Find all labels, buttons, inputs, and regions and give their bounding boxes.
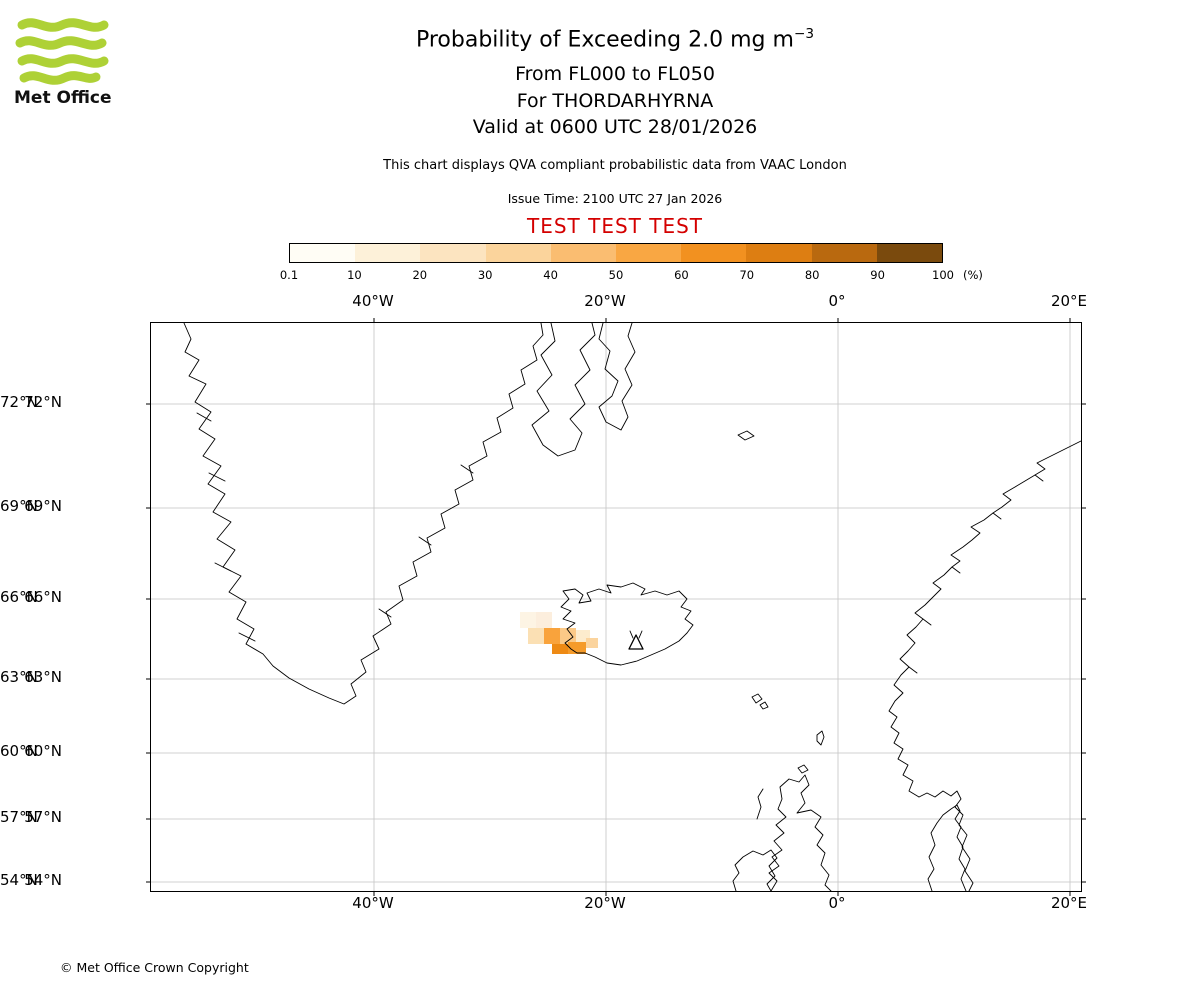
colorbar-tick-label: 0.1	[279, 268, 299, 282]
issue-time: Issue Time: 2100 UTC 27 Jan 2026	[507, 191, 723, 206]
colorbar-tick-label: 90	[870, 268, 885, 282]
latitude-label-left: 57°N	[24, 808, 62, 826]
latitude-label-left: 66°N	[24, 588, 62, 606]
coastlines	[183, 322, 1082, 892]
colorbar-tick-label: 30	[477, 268, 493, 282]
coastline-shetland	[816, 730, 825, 746]
logo-text: Met Office	[14, 88, 112, 108]
volcano-triangle-icon	[628, 634, 644, 650]
map-frame	[146, 318, 1086, 896]
coastline-greenland-fjords	[196, 412, 474, 642]
colorbar-segment	[420, 244, 486, 262]
latitude-label-right: 72°N	[0, 393, 38, 411]
coastline-greenland	[183, 322, 544, 705]
test-banner: TEST TEST TEST	[526, 214, 703, 238]
flight-level-line: From FL000 to FL050	[515, 63, 715, 85]
ash-probability-cell	[536, 612, 552, 628]
title-superscript: −3	[793, 26, 815, 42]
coastline-orkney	[797, 764, 809, 774]
coastline-jan-mayen	[737, 430, 755, 441]
colorbar-tick-label: 50	[608, 268, 624, 282]
coastline-hebrides	[756, 788, 764, 820]
ash-probability-cell	[520, 612, 536, 628]
met-office-logo	[14, 16, 124, 90]
coastline-denmark	[927, 804, 967, 892]
colorbar-segment	[485, 244, 551, 262]
coastline-norway-west	[888, 440, 1082, 798]
copyright-notice: © Met Office Crown Copyright	[60, 960, 249, 975]
longitude-label-top: 0°	[828, 292, 846, 310]
latitude-label-right: 66°N	[0, 588, 38, 606]
logo-waves-icon	[15, 18, 109, 85]
colorbar-segment	[746, 244, 812, 262]
coastline-faroe-islands	[751, 693, 769, 710]
coastline-scoresby-sund	[531, 322, 596, 457]
axis-ticks	[146, 318, 1086, 896]
colorbar-unit-label: (%)	[963, 268, 983, 282]
ash-probability-cell	[544, 628, 560, 644]
longitude-label-bottom: 20°E	[1050, 894, 1088, 912]
latitude-label-right: 60°N	[0, 742, 38, 760]
coastline-scandinavia-south	[918, 790, 974, 892]
ash-probability-cell	[568, 642, 586, 654]
latitude-label-left: 63°N	[24, 668, 62, 686]
colorbar-tick-label: 80	[804, 268, 820, 282]
latitude-label-right: 54°N	[0, 871, 38, 889]
ash-probability-cell	[560, 628, 576, 644]
latitude-label-left: 72°N	[24, 393, 62, 411]
longitude-label-bottom: 40°W	[352, 894, 394, 912]
longitude-label-bottom: 0°	[828, 894, 846, 912]
colorbar-segment	[290, 244, 356, 262]
longitude-label-top: 20°W	[584, 292, 626, 310]
title-main: Probability of Exceeding 2.0 mg m	[415, 27, 794, 53]
map-canvas	[146, 318, 1086, 896]
longitude-label-bottom: 20°W	[584, 894, 626, 912]
colorbar-tick-label: 20	[412, 268, 428, 282]
coastline-ireland	[732, 849, 778, 892]
colorbar-segment	[355, 244, 421, 262]
qva-description: This chart displays QVA compliant probab…	[383, 158, 847, 173]
colorbar-tick-label: 40	[543, 268, 558, 282]
colorbar-segment	[550, 244, 617, 262]
ash-probability-cell	[586, 638, 598, 648]
latitude-label-right: 63°N	[0, 668, 38, 686]
coastline-ne-greenland	[598, 322, 636, 431]
coastline-great-britain	[768, 774, 832, 892]
colorbar-tick-label: 100	[932, 268, 954, 282]
volcano-name-line: For THORDARHYRNA	[516, 90, 714, 112]
ash-probability-cell	[528, 628, 544, 644]
coastline-iceland	[560, 582, 694, 666]
colorbar-segment	[876, 244, 943, 262]
colorbar-tick-label: 10	[347, 268, 362, 282]
volcano-eruption-icon	[629, 630, 643, 639]
coastline-norway-fjords	[908, 474, 1044, 674]
colorbar-segment	[616, 244, 682, 262]
volcano-marker	[628, 630, 644, 650]
latitude-label-left: 54°N	[24, 871, 62, 889]
colorbar-tick-label: 60	[674, 268, 689, 282]
latitude-label-right: 57°N	[0, 808, 38, 826]
valid-time-line: Valid at 0600 UTC 28/01/2026	[472, 116, 758, 138]
longitude-label-top: 20°E	[1050, 292, 1088, 310]
grid-layer	[151, 323, 1081, 891]
page-title: Probability of Exceeding 2.0 mg m−3	[115, 26, 1115, 52]
colorbar-tick-label: 70	[739, 268, 755, 282]
latitude-label-right: 69°N	[0, 497, 38, 515]
ash-probability-cell	[552, 644, 568, 654]
probability-colorbar	[289, 243, 943, 263]
colorbar-segment	[681, 244, 747, 262]
latitude-label-left: 69°N	[24, 497, 62, 515]
colorbar-segment	[811, 244, 877, 262]
longitude-label-top: 40°W	[352, 292, 394, 310]
latitude-label-left: 60°N	[24, 742, 62, 760]
ash-probability-layer	[520, 612, 598, 654]
